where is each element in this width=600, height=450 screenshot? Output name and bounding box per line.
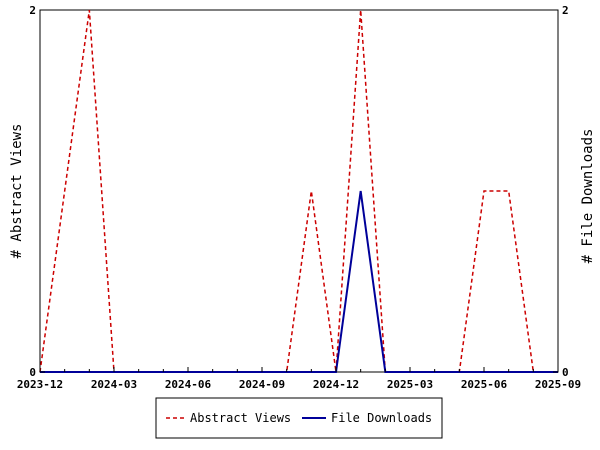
legend-box xyxy=(155,397,443,439)
y-tick-label-right: 0 xyxy=(562,366,569,379)
series-line-file-downloads xyxy=(40,190,558,373)
y-tick-label-right: 2 xyxy=(562,4,569,17)
series-layer xyxy=(39,9,558,373)
y-tick-label-left: 2 xyxy=(29,4,36,17)
x-tick-label: 2023-12 xyxy=(17,378,63,391)
y-tick-label-left: 0 xyxy=(29,366,36,379)
y-axis-ticks: 0 2 0 2 xyxy=(29,4,568,379)
x-tick-label: 2024-12 xyxy=(313,378,359,391)
x-tick-label: 2025-03 xyxy=(387,378,433,391)
x-tick-label: 2025-06 xyxy=(461,378,508,391)
y-axis-left-title: # Abstract Views xyxy=(9,124,25,259)
legend-label-file-downloads: File Downloads xyxy=(331,411,432,425)
x-axis-ticks: 2023-12 2024-03 2024-06 2024-09 2024-12 2025-… xyxy=(17,367,581,391)
y-axis-right-title: # File Downloads xyxy=(580,129,596,264)
x-tick-label: 2024-09 xyxy=(239,378,285,391)
plot-area xyxy=(39,9,559,373)
x-tick-label: 2024-03 xyxy=(91,378,137,391)
legend: Abstract Views File Downloads xyxy=(155,397,443,439)
x-tick-label: 2025-09 xyxy=(535,378,581,391)
legend-label-abstract-views: Abstract Views xyxy=(190,411,291,425)
x-tick-label: 2024-06 xyxy=(165,378,212,391)
series-line-abstract-views xyxy=(39,9,558,373)
